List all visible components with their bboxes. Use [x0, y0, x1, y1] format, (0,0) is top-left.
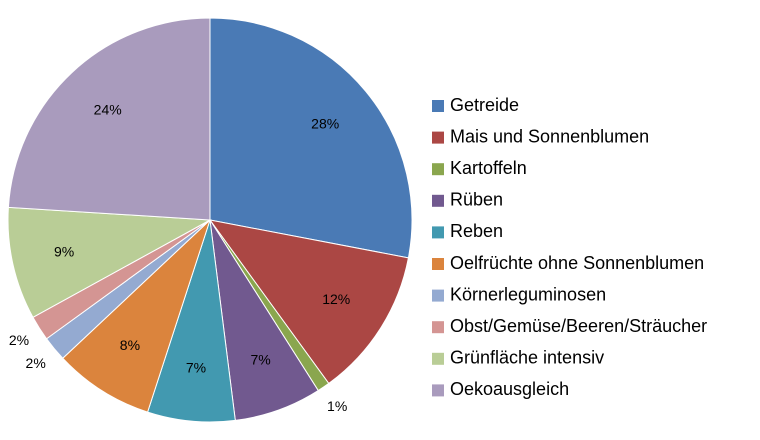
legend-swatch [432, 131, 444, 144]
legend-label: Rüben [450, 190, 503, 210]
legend-label: Reben [450, 221, 503, 241]
legend-label: Grünfläche intensiv [450, 348, 604, 368]
legend-swatch [432, 258, 444, 270]
pie-slice [7, 17, 211, 221]
legend-swatch [432, 100, 444, 112]
data-label: 12% [322, 291, 350, 307]
legend-label: Körnerleguminosen [450, 284, 606, 304]
pie-slice [208, 219, 410, 385]
legend-swatch [432, 226, 444, 239]
legend-label: Kartoffeln [450, 158, 527, 178]
data-label: 1% [327, 398, 347, 414]
legend-label: Obst/Gemüse/Beeren/Sträucher [450, 316, 707, 336]
legend-swatch [432, 289, 444, 302]
pie-slice [7, 206, 212, 318]
legend-swatch [432, 163, 444, 176]
data-label: 2% [9, 332, 29, 348]
legend-swatch [432, 384, 444, 397]
pie-slice [62, 219, 211, 413]
data-label: 28% [311, 115, 339, 131]
legend-swatch [432, 352, 444, 365]
data-label: 8% [120, 337, 140, 353]
data-label: 2% [26, 355, 46, 371]
legend-label: Mais und Sonnenblumen [450, 126, 649, 146]
legend-swatch [432, 194, 444, 207]
legend-label: Oelfrüchte ohne Sonnenblumen [450, 253, 704, 273]
data-label: 9% [54, 243, 74, 259]
data-label: 24% [94, 102, 122, 118]
legend-swatch [432, 321, 444, 334]
data-label: 7% [186, 360, 206, 376]
pie-slice [209, 17, 413, 259]
legend-label: Getreide [450, 95, 519, 115]
legend-label: Oekoausgleich [450, 379, 569, 399]
data-label: 7% [251, 351, 271, 367]
